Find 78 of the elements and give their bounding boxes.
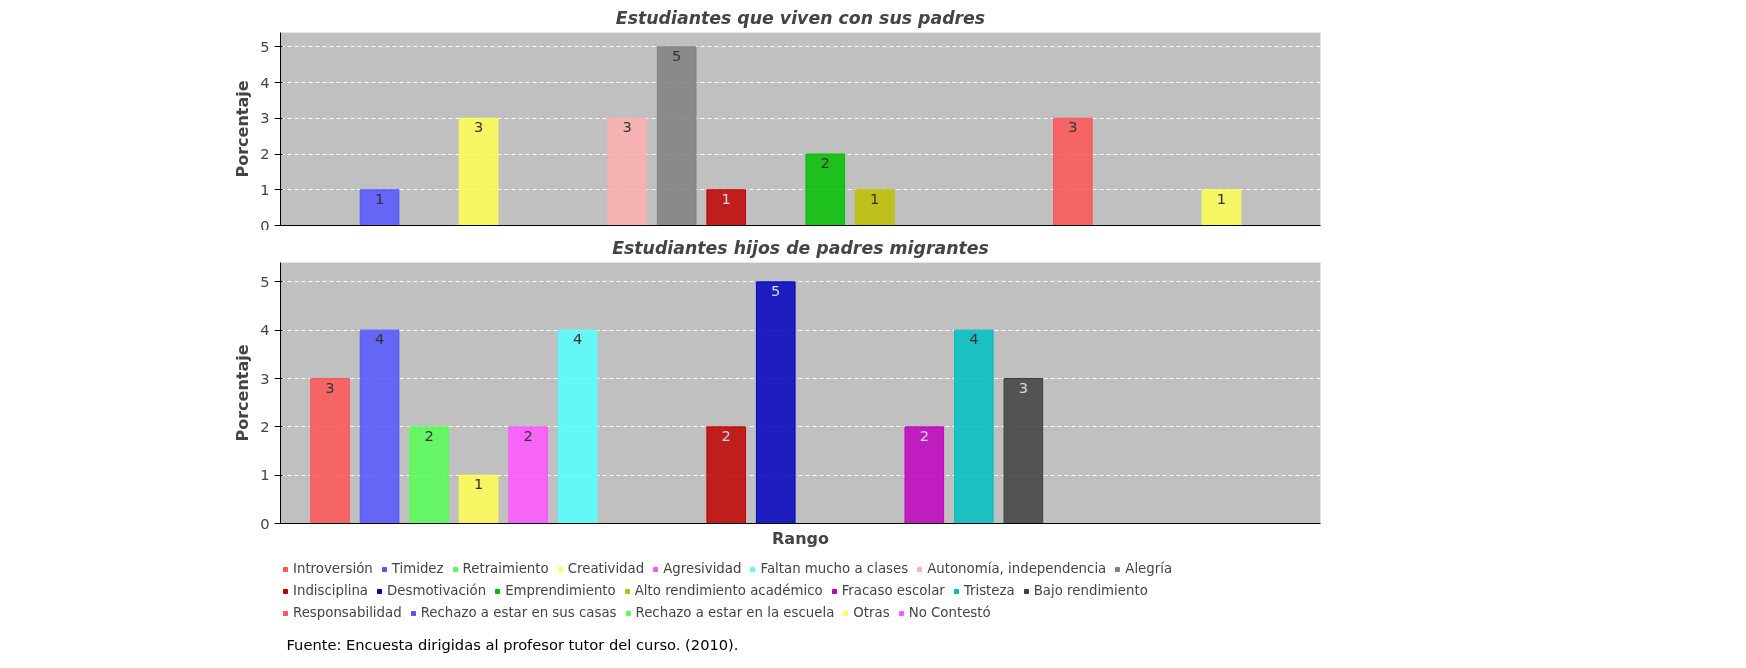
y-tick-label: 5	[260, 272, 270, 290]
y-axis-title: Porcentaje	[233, 80, 253, 178]
legend-label: Fracaso escolar	[841, 583, 945, 598]
bar	[1003, 378, 1044, 524]
legend-label: Creatividad	[567, 561, 645, 576]
data-label: 2	[721, 426, 731, 444]
data-label: 3	[473, 118, 484, 136]
bar	[755, 281, 796, 524]
bar	[458, 117, 499, 226]
bar	[1053, 117, 1093, 226]
x-axis-title: Rango	[772, 528, 829, 548]
legend-label: Indisciplina	[293, 583, 368, 598]
bar	[359, 189, 400, 226]
legend-label: Desmotivación	[387, 583, 487, 598]
data-label: 1	[870, 189, 880, 207]
data-label: 4	[572, 330, 583, 348]
data-label: 2	[424, 426, 434, 444]
y-tick-label: 4	[260, 321, 270, 339]
data-label: 3	[622, 118, 632, 136]
data-label: 4	[374, 330, 385, 348]
bar	[557, 329, 598, 524]
y-tick-label: 2	[260, 417, 270, 435]
data-label: 5	[672, 46, 682, 64]
data-label: 2	[919, 426, 929, 444]
bar	[607, 117, 647, 226]
data-label: 3	[1018, 378, 1029, 396]
bar	[656, 46, 697, 226]
legend-label: Faltan mucho a clases	[760, 561, 909, 576]
legend-label: Retraimiento	[462, 561, 549, 576]
bar	[954, 329, 994, 524]
data-label: 1	[473, 475, 484, 493]
bar	[706, 189, 747, 226]
legend-label: Autonomía, independencia	[927, 561, 1107, 576]
data-label: 1	[721, 189, 731, 207]
y-axis-title: Porcentaje	[233, 344, 253, 442]
bar	[409, 426, 449, 524]
legend-label: Alto rendimiento académico	[634, 583, 823, 598]
bar	[904, 426, 945, 524]
data-label: 1	[374, 189, 385, 207]
y-tick-label: 1	[260, 180, 270, 198]
source-note: Fuente: Encuesta dirigidas al profesor tutor del curso. (2010).	[286, 635, 739, 653]
y-tick-label: 0	[260, 216, 270, 234]
y-tick-label: 2	[260, 145, 270, 163]
data-label: 4	[969, 330, 979, 348]
legend-label: Alegría	[1125, 561, 1173, 576]
data-label: 2	[820, 154, 830, 172]
legend-label: Otras	[853, 605, 890, 620]
bar	[854, 189, 895, 226]
y-tick-label: 3	[260, 109, 270, 127]
bar	[508, 426, 548, 524]
bar	[805, 153, 846, 226]
legend-label: Introversión	[293, 561, 373, 576]
legend-label: Rechazo a estar en sus casas	[420, 605, 617, 620]
y-tick-label: 5	[260, 37, 270, 55]
y-tick-label: 4	[260, 73, 270, 91]
y-tick-label: 1	[260, 466, 270, 484]
bar	[359, 329, 400, 524]
data-label: 1	[1216, 189, 1227, 207]
bar	[706, 426, 747, 524]
y-tick-label: 3	[260, 369, 270, 387]
legend-label: Rechazo a estar en la escuela	[635, 605, 835, 620]
bar	[1201, 189, 1242, 226]
data-label: 3	[1068, 118, 1078, 136]
data-label: 3	[325, 378, 335, 396]
chart-title: Estudiantes hijos de padres migrantes	[612, 237, 989, 258]
data-label: 2	[523, 426, 533, 444]
legend-label: Tristeza	[963, 583, 1015, 598]
bar	[310, 378, 350, 524]
y-tick-label: 0	[260, 514, 270, 532]
data-label: 5	[771, 281, 781, 299]
legend-label: Timidez	[391, 561, 444, 576]
legend-label: Responsabilidad	[293, 605, 402, 620]
legend-label: No Contestó	[908, 605, 991, 620]
legend-label: Agresividad	[663, 561, 742, 576]
legend-label: Emprendimiento	[505, 583, 616, 598]
chart-title: Estudiantes que viven con sus padres	[615, 7, 986, 28]
bar	[458, 474, 499, 524]
legend-label: Bajo rendimiento	[1033, 583, 1148, 598]
